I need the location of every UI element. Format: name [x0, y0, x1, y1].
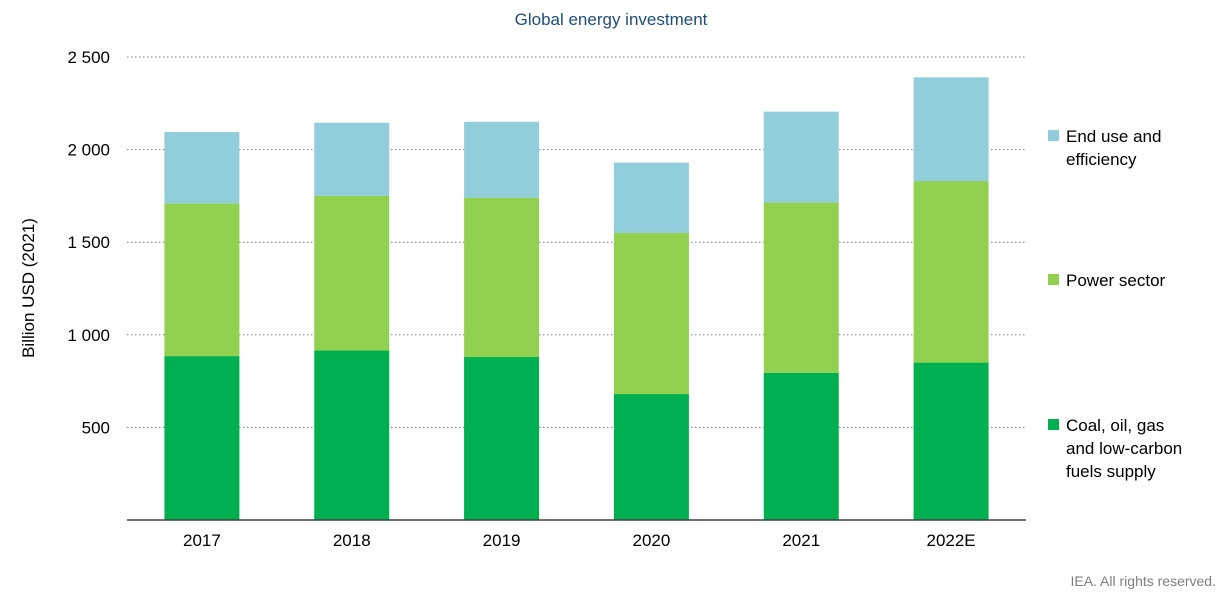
bar-power-2018 [314, 195, 390, 351]
chart-title: Global energy investment [515, 10, 708, 29]
bar-end-use-2020 [613, 162, 689, 233]
x-tick-label: 2019 [483, 531, 521, 550]
bar-supply-2017 [164, 356, 240, 520]
legend: End use and efficiency Power sector Coal, o… [1048, 127, 1182, 481]
bars [164, 77, 989, 520]
bar-end-use-2018 [314, 122, 390, 196]
gridlines [127, 56, 1026, 428]
bar-end-use-2017 [164, 132, 240, 204]
legend-swatch [1048, 419, 1059, 430]
legend-label: Power sector [1066, 271, 1166, 290]
bar-power-2022e [913, 181, 989, 363]
legend-swatch [1048, 130, 1059, 141]
bar-supply-2019 [464, 357, 540, 520]
y-tick-label: 1 500 [67, 233, 110, 252]
legend-item: End use and efficiency [1048, 127, 1161, 169]
bar-end-use-2019 [464, 121, 540, 198]
legend-item: Coal, oil, gas and low-carbon fuels supply [1048, 416, 1182, 481]
x-tick-label: 2017 [183, 531, 221, 550]
x-tick-label: 2018 [333, 531, 371, 550]
x-tick-label: 2020 [633, 531, 671, 550]
bar-power-2020 [613, 232, 689, 395]
legend-swatch [1048, 274, 1059, 285]
bar-supply-2022e [913, 362, 989, 520]
footer-credit: IEA. All rights reserved. [1070, 573, 1216, 589]
x-tick-label: 2021 [782, 531, 820, 550]
bar-supply-2018 [314, 350, 390, 520]
x-tick-label: 2022E [926, 531, 975, 550]
bar-power-2019 [464, 197, 540, 358]
x-axis-ticks: 2017 2018 2019 2020 2021 2022E [183, 531, 976, 550]
y-tick-label: 2 500 [67, 48, 110, 67]
bar-power-2021 [763, 202, 839, 373]
bar-end-use-2022e [913, 77, 989, 182]
bar-power-2017 [164, 203, 240, 357]
y-tick-label: 1 000 [67, 326, 110, 345]
bar-end-use-2021 [763, 111, 839, 203]
y-axis-ticks: 500 1 000 1 500 2 000 2 500 [67, 48, 110, 437]
bar-supply-2020 [613, 394, 689, 520]
legend-label: Coal, oil, gas and low-carbon fuels supply [1066, 416, 1182, 481]
bar-supply-2021 [763, 372, 839, 520]
y-axis-label: Billion USD (2021) [19, 218, 38, 358]
legend-label: End use and efficiency [1066, 127, 1161, 169]
y-tick-label: 500 [82, 418, 110, 437]
legend-item: Power sector [1048, 271, 1166, 290]
y-tick-label: 2 000 [67, 141, 110, 160]
